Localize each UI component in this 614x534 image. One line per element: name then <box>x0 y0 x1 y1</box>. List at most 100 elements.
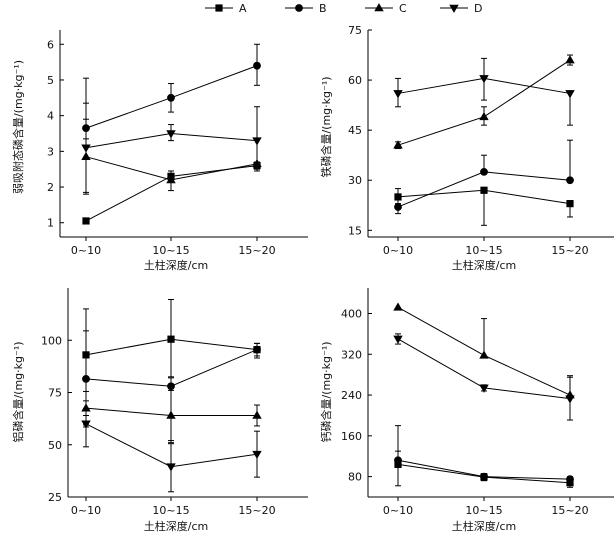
point-A <box>480 186 488 194</box>
y-tick-label: 4 <box>47 110 54 123</box>
x-tick-label: 15~20 <box>551 244 588 257</box>
y-tick-label: 240 <box>341 389 362 402</box>
y-tick-label: 50 <box>48 439 62 452</box>
point-C <box>393 140 403 149</box>
series-A <box>82 161 261 225</box>
point-B <box>566 176 574 185</box>
series-B <box>394 139 574 215</box>
point-D <box>393 335 403 344</box>
point-B <box>394 203 402 211</box>
series-D <box>393 333 575 421</box>
legend-marker-A <box>215 4 223 12</box>
x-tick-label: 10~15 <box>465 504 502 517</box>
point-B <box>253 345 261 354</box>
panel-fe-p: 铁磷含量/(mg·kg⁻¹) 土柱深度/cm 15 30 45 60 75 0~10 10~… <box>319 24 614 272</box>
xlabel: 土柱深度/cm <box>144 519 208 533</box>
panel-weakly-adsorbed-p: 弱吸附态磷含量/(mg·kg⁻¹) 土柱深度/cm 1 2 3 4 5 6 0~10 10~1… <box>11 30 308 272</box>
point-D <box>81 420 91 429</box>
x-tick-label: 10~15 <box>152 504 189 517</box>
series-C <box>393 302 575 399</box>
series-C <box>393 54 575 150</box>
point-C <box>166 410 176 419</box>
series-B <box>394 425 574 484</box>
y-tick-label: 6 <box>47 38 54 51</box>
point-A <box>167 335 175 343</box>
point-D <box>479 384 489 393</box>
x-tick-label: 10~15 <box>152 244 189 257</box>
y-tick-label: 5 <box>47 74 54 87</box>
xlabel: 土柱深度/cm <box>144 258 208 272</box>
x-tick-label: 15~20 <box>238 504 275 517</box>
legend: A B C D <box>205 2 482 15</box>
x-tick-label: 15~20 <box>551 504 588 517</box>
point-C <box>166 174 176 184</box>
legend-label-B: B <box>319 2 327 15</box>
y-tick-label: 2 <box>47 181 54 194</box>
point-B <box>253 61 261 70</box>
point-C <box>393 302 403 311</box>
point-C <box>565 55 575 64</box>
legend-label-C: C <box>399 2 407 15</box>
x-tick-label: 0~10 <box>71 244 101 257</box>
point-A <box>394 193 402 201</box>
ylabel: 钙磷含量/(mg·kg⁻¹) <box>319 341 333 442</box>
series-A <box>394 186 574 226</box>
y-tick-label: 15 <box>348 224 362 237</box>
x-tick-label: 0~10 <box>71 504 101 517</box>
ylabel: 铝磷含量/(mg·kg⁻¹) <box>11 341 25 442</box>
x-tick-label: 15~20 <box>238 244 275 257</box>
x-tick-label: 10~15 <box>465 244 502 257</box>
point-D <box>81 144 91 153</box>
point-C <box>252 410 262 419</box>
point-D <box>565 395 575 404</box>
series-D <box>81 102 262 193</box>
point-C <box>479 111 489 121</box>
legend-label-D: D <box>474 2 482 15</box>
point-C <box>81 403 91 412</box>
legend-label-A: A <box>239 2 247 15</box>
point-B <box>167 382 175 391</box>
series-C <box>81 389 262 442</box>
y-tick-label: 160 <box>341 430 362 443</box>
legend-marker-B <box>295 4 303 12</box>
point-D <box>166 463 176 472</box>
y-tick-label: 100 <box>41 334 62 347</box>
point-A <box>566 200 574 208</box>
y-tick-label: 30 <box>348 174 362 187</box>
xlabel: 土柱深度/cm <box>452 519 516 533</box>
point-C <box>479 350 489 359</box>
point-D <box>252 137 262 146</box>
y-tick-label: 25 <box>48 491 62 504</box>
point-B <box>480 472 488 481</box>
legend-marker-D <box>449 4 459 13</box>
y-tick-label: 75 <box>348 24 362 37</box>
xlabel: 土柱深度/cm <box>452 258 516 272</box>
y-tick-label: 3 <box>47 145 54 158</box>
point-D <box>166 130 176 139</box>
point-B <box>167 93 175 102</box>
y-tick-label: 75 <box>48 387 62 400</box>
y-tick-label: 320 <box>341 348 362 361</box>
point-B <box>394 456 402 465</box>
panel-ca-p: 钙磷含量/(mg·kg⁻¹) 土柱深度/cm 80 160 240 320 400 0~1… <box>319 288 614 533</box>
point-B <box>480 167 488 176</box>
point-D <box>393 90 403 99</box>
point-D <box>479 75 489 84</box>
series-D <box>81 414 262 493</box>
y-tick-label: 400 <box>341 307 362 320</box>
y-tick-label: 80 <box>348 471 362 484</box>
ylabel: 铁磷含量/(mg·kg⁻¹) <box>319 76 333 177</box>
y-tick-label: 60 <box>348 74 362 87</box>
point-D <box>565 90 575 99</box>
point-B <box>82 375 90 383</box>
series-D <box>393 57 575 126</box>
point-D <box>252 450 262 460</box>
x-tick-label: 0~10 <box>383 244 413 257</box>
legend-marker-C <box>374 3 384 12</box>
point-B <box>566 475 574 484</box>
series-A <box>394 450 574 488</box>
x-tick-label: 0~10 <box>383 504 413 517</box>
y-tick-label: 45 <box>348 124 362 137</box>
ylabel: 弱吸附态磷含量/(mg·kg⁻¹) <box>11 60 25 194</box>
